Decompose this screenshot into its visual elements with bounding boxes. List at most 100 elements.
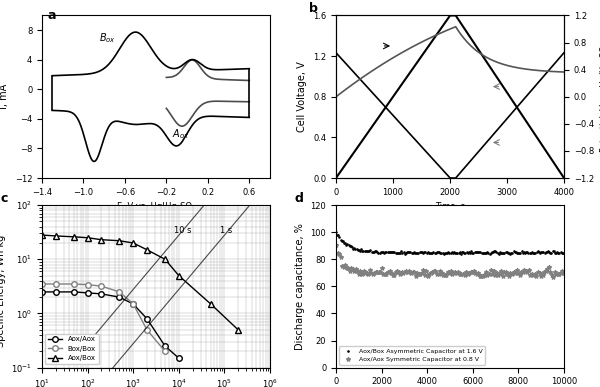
Aox/Box Asymmetric Capacitor at 1.6 V	[486, 250, 496, 256]
Aox/Box Asymmetric Capacitor at 1.6 V	[346, 243, 356, 249]
Aox/Aox Symmetric Capacitor at 0.8 V	[527, 271, 536, 277]
Aox/Aox Symmetric Capacitor at 0.8 V	[347, 265, 356, 271]
Aox/Box Asymmetric Capacitor at 1.6 V	[337, 238, 347, 244]
Aox/Box Asymmetric Capacitor at 1.6 V	[525, 250, 535, 256]
Aox/Box Asymmetric Capacitor at 1.6 V	[518, 250, 527, 256]
Aox/Box Asymmetric Capacitor at 1.6 V	[364, 248, 374, 254]
Aox/Box Asymmetric Capacitor at 1.6 V	[418, 250, 428, 256]
Aox/Box Asymmetric Capacitor at 1.6 V	[350, 247, 360, 253]
Aox/Box Asymmetric Capacitor at 1.6 V	[553, 250, 563, 256]
Aox/Aox Symmetric Capacitor at 0.8 V	[524, 267, 533, 273]
Aox/Aox Symmetric Capacitor at 0.8 V	[473, 270, 483, 276]
Aox/Box Asymmetric Capacitor at 1.6 V	[476, 248, 485, 255]
Aox/Aox Symmetric Capacitor at 0.8 V	[414, 271, 424, 277]
Aox/Box Asymmetric Capacitor at 1.6 V	[503, 250, 512, 256]
Aox/Box Asymmetric Capacitor at 1.6 V	[358, 248, 367, 254]
Aox/Aox Symmetric Capacitor at 0.8 V	[368, 271, 377, 277]
Aox/Aox Symmetric Capacitor at 0.8 V	[486, 267, 496, 273]
Aox/Aox Symmetric Capacitor at 0.8 V	[446, 268, 455, 274]
Aox/Aox Symmetric Capacitor at 0.8 V	[333, 250, 343, 256]
Aox/Aox Symmetric Capacitor at 0.8 V	[452, 271, 461, 277]
Aox/Aox Symmetric Capacitor at 0.8 V	[385, 267, 394, 274]
Aox/Aox Symmetric Capacitor at 0.8 V	[449, 269, 458, 276]
Aox/Aox Symmetric Capacitor at 0.8 V	[523, 269, 532, 275]
Aox/Box Asymmetric Capacitor at 1.6 V	[541, 249, 550, 255]
Aox/Box Asymmetric Capacitor at 1.6 V	[356, 247, 366, 253]
Aox/Aox Symmetric Capacitor at 0.8 V	[464, 270, 474, 276]
Aox/Aox Symmetric Capacitor at 0.8 V	[487, 271, 497, 277]
Aox/Box Asymmetric Capacitor at 1.6 V	[504, 250, 514, 256]
Aox/Box Asymmetric Capacitor at 1.6 V	[363, 248, 373, 254]
Aox/Box Asymmetric Capacitor at 1.6 V	[354, 247, 364, 253]
Aox/Box Asymmetric Capacitor at 1.6 V	[543, 248, 553, 255]
Aox/Box Asymmetric Capacitor at 1.6 V	[456, 251, 466, 257]
Aox/Aox Symmetric Capacitor at 0.8 V	[556, 270, 566, 276]
Aox/Box Asymmetric Capacitor at 1.6 V	[481, 250, 491, 257]
Aox/Box Asymmetric Capacitor at 1.6 V	[430, 250, 439, 256]
Aox/Aox Symmetric Capacitor at 0.8 V	[418, 267, 428, 273]
Aox/Aox Symmetric Capacitor at 0.8 V	[536, 273, 546, 279]
Aox/Aox Symmetric Capacitor at 0.8 V	[367, 270, 376, 276]
Aox/Box Asymmetric Capacitor at 1.6 V	[488, 249, 498, 255]
Aox/Box Asymmetric Capacitor at 1.6 V	[519, 249, 529, 255]
Aox/Box Asymmetric Capacitor at 1.6 V	[331, 229, 341, 235]
Aox/Aox Symmetric Capacitor at 0.8 V	[476, 273, 486, 279]
Aox/Aox Symmetric Capacitor at 0.8 V	[539, 269, 549, 275]
Aox/Aox Symmetric Capacitor at 0.8 V	[379, 271, 388, 277]
Aox/Box Asymmetric Capacitor at 1.6 V	[376, 248, 385, 255]
Aox/Box Asymmetric Capacitor at 1.6 V	[412, 250, 421, 257]
Aox/Aox Symmetric Capacitor at 0.8 V	[510, 270, 520, 276]
Aox/Aox Symmetric Capacitor at 0.8 V	[484, 271, 494, 277]
Aox/Box Asymmetric Capacitor at 1.6 V	[515, 250, 525, 256]
Aox/Box Asymmetric Capacitor at 1.6 V	[443, 249, 453, 255]
Aox/Box Asymmetric Capacitor at 1.6 V	[384, 248, 394, 255]
Aox/Box Asymmetric Capacitor at 1.6 V	[547, 250, 556, 257]
Aox/Box Asymmetric Capacitor at 1.6 V	[527, 249, 537, 255]
Aox/Aox Symmetric Capacitor at 0.8 V	[521, 268, 530, 274]
Aox/Aox Symmetric Capacitor at 0.8 V	[538, 272, 547, 278]
Aox/Box Asymmetric Capacitor at 1.6 V	[490, 248, 499, 254]
Aox/Aox Symmetric Capacitor at 0.8 V	[373, 269, 382, 275]
Aox/Box Asymmetric Capacitor at 1.6 V	[556, 249, 565, 255]
Aox/Box Asymmetric Capacitor at 1.6 V	[373, 249, 382, 255]
Aox/Box Asymmetric Capacitor at 1.6 V	[362, 248, 372, 254]
Aox/Box Asymmetric Capacitor at 1.6 V	[334, 232, 343, 238]
Text: c: c	[1, 192, 8, 205]
Aox/Box Asymmetric Capacitor at 1.6 V	[480, 250, 490, 256]
Aox/Box Asymmetric Capacitor at 1.6 V	[349, 245, 358, 252]
X-axis label: Time, s: Time, s	[435, 202, 465, 211]
Aox/Aox Symmetric Capacitor at 0.8 V	[512, 267, 521, 273]
Aox/Box Asymmetric Capacitor at 1.6 V	[413, 250, 423, 256]
Aox/Aox Symmetric Capacitor at 0.8 V	[535, 270, 544, 276]
Aox/Box Asymmetric Capacitor at 1.6 V	[534, 249, 544, 255]
Aox/Box Asymmetric Capacitor at 1.6 V	[463, 250, 473, 256]
Aox/Aox Symmetric Capacitor at 0.8 V	[529, 272, 538, 278]
Aox/Aox Symmetric Capacitor at 0.8 V	[403, 269, 413, 276]
Aox/Aox Symmetric Capacitor at 0.8 V	[423, 273, 433, 279]
Aox/Aox Symmetric Capacitor at 0.8 V	[504, 273, 514, 279]
Aox/Aox Symmetric Capacitor at 0.8 V	[415, 271, 425, 277]
Aox/Aox Symmetric Capacitor at 0.8 V	[532, 272, 541, 279]
Aox/Aox Symmetric Capacitor at 0.8 V	[503, 271, 512, 277]
Aox/Box Asymmetric Capacitor at 1.6 V	[388, 249, 397, 255]
Aox/Box Asymmetric Capacitor at 1.6 V	[436, 250, 445, 256]
Aox/Aox Symmetric Capacitor at 0.8 V	[445, 269, 454, 276]
Aox/Box Asymmetric Capacitor at 1.6 V	[458, 249, 468, 255]
Aox/Box Asymmetric Capacitor at 1.6 V	[509, 248, 518, 254]
Y-axis label: Cell Voltage, V: Cell Voltage, V	[298, 62, 307, 132]
Aox/Aox Symmetric Capacitor at 0.8 V	[386, 270, 396, 276]
Aox/Aox Symmetric Capacitor at 0.8 V	[339, 264, 349, 270]
Aox/Box Asymmetric Capacitor at 1.6 V	[464, 249, 474, 255]
Aox/Aox Symmetric Capacitor at 0.8 V	[553, 271, 563, 277]
Aox/Aox Symmetric Capacitor at 0.8 V	[437, 270, 446, 276]
Aox/Box Asymmetric Capacitor at 1.6 V	[385, 249, 395, 255]
Aox/Box Asymmetric Capacitor at 1.6 V	[374, 250, 383, 256]
Aox/Box Asymmetric Capacitor at 1.6 V	[380, 249, 390, 255]
Aox/Box Asymmetric Capacitor at 1.6 V	[469, 250, 478, 256]
Aox/Aox Symmetric Capacitor at 0.8 V	[475, 273, 485, 279]
Aox/Aox Symmetric Capacitor at 0.8 V	[429, 268, 439, 274]
Aox/Box Asymmetric Capacitor at 1.6 V	[399, 249, 409, 255]
Text: a: a	[47, 9, 56, 22]
Aox/Aox Symmetric Capacitor at 0.8 V	[345, 268, 355, 274]
Aox/Aox Symmetric Capacitor at 0.8 V	[455, 271, 465, 277]
